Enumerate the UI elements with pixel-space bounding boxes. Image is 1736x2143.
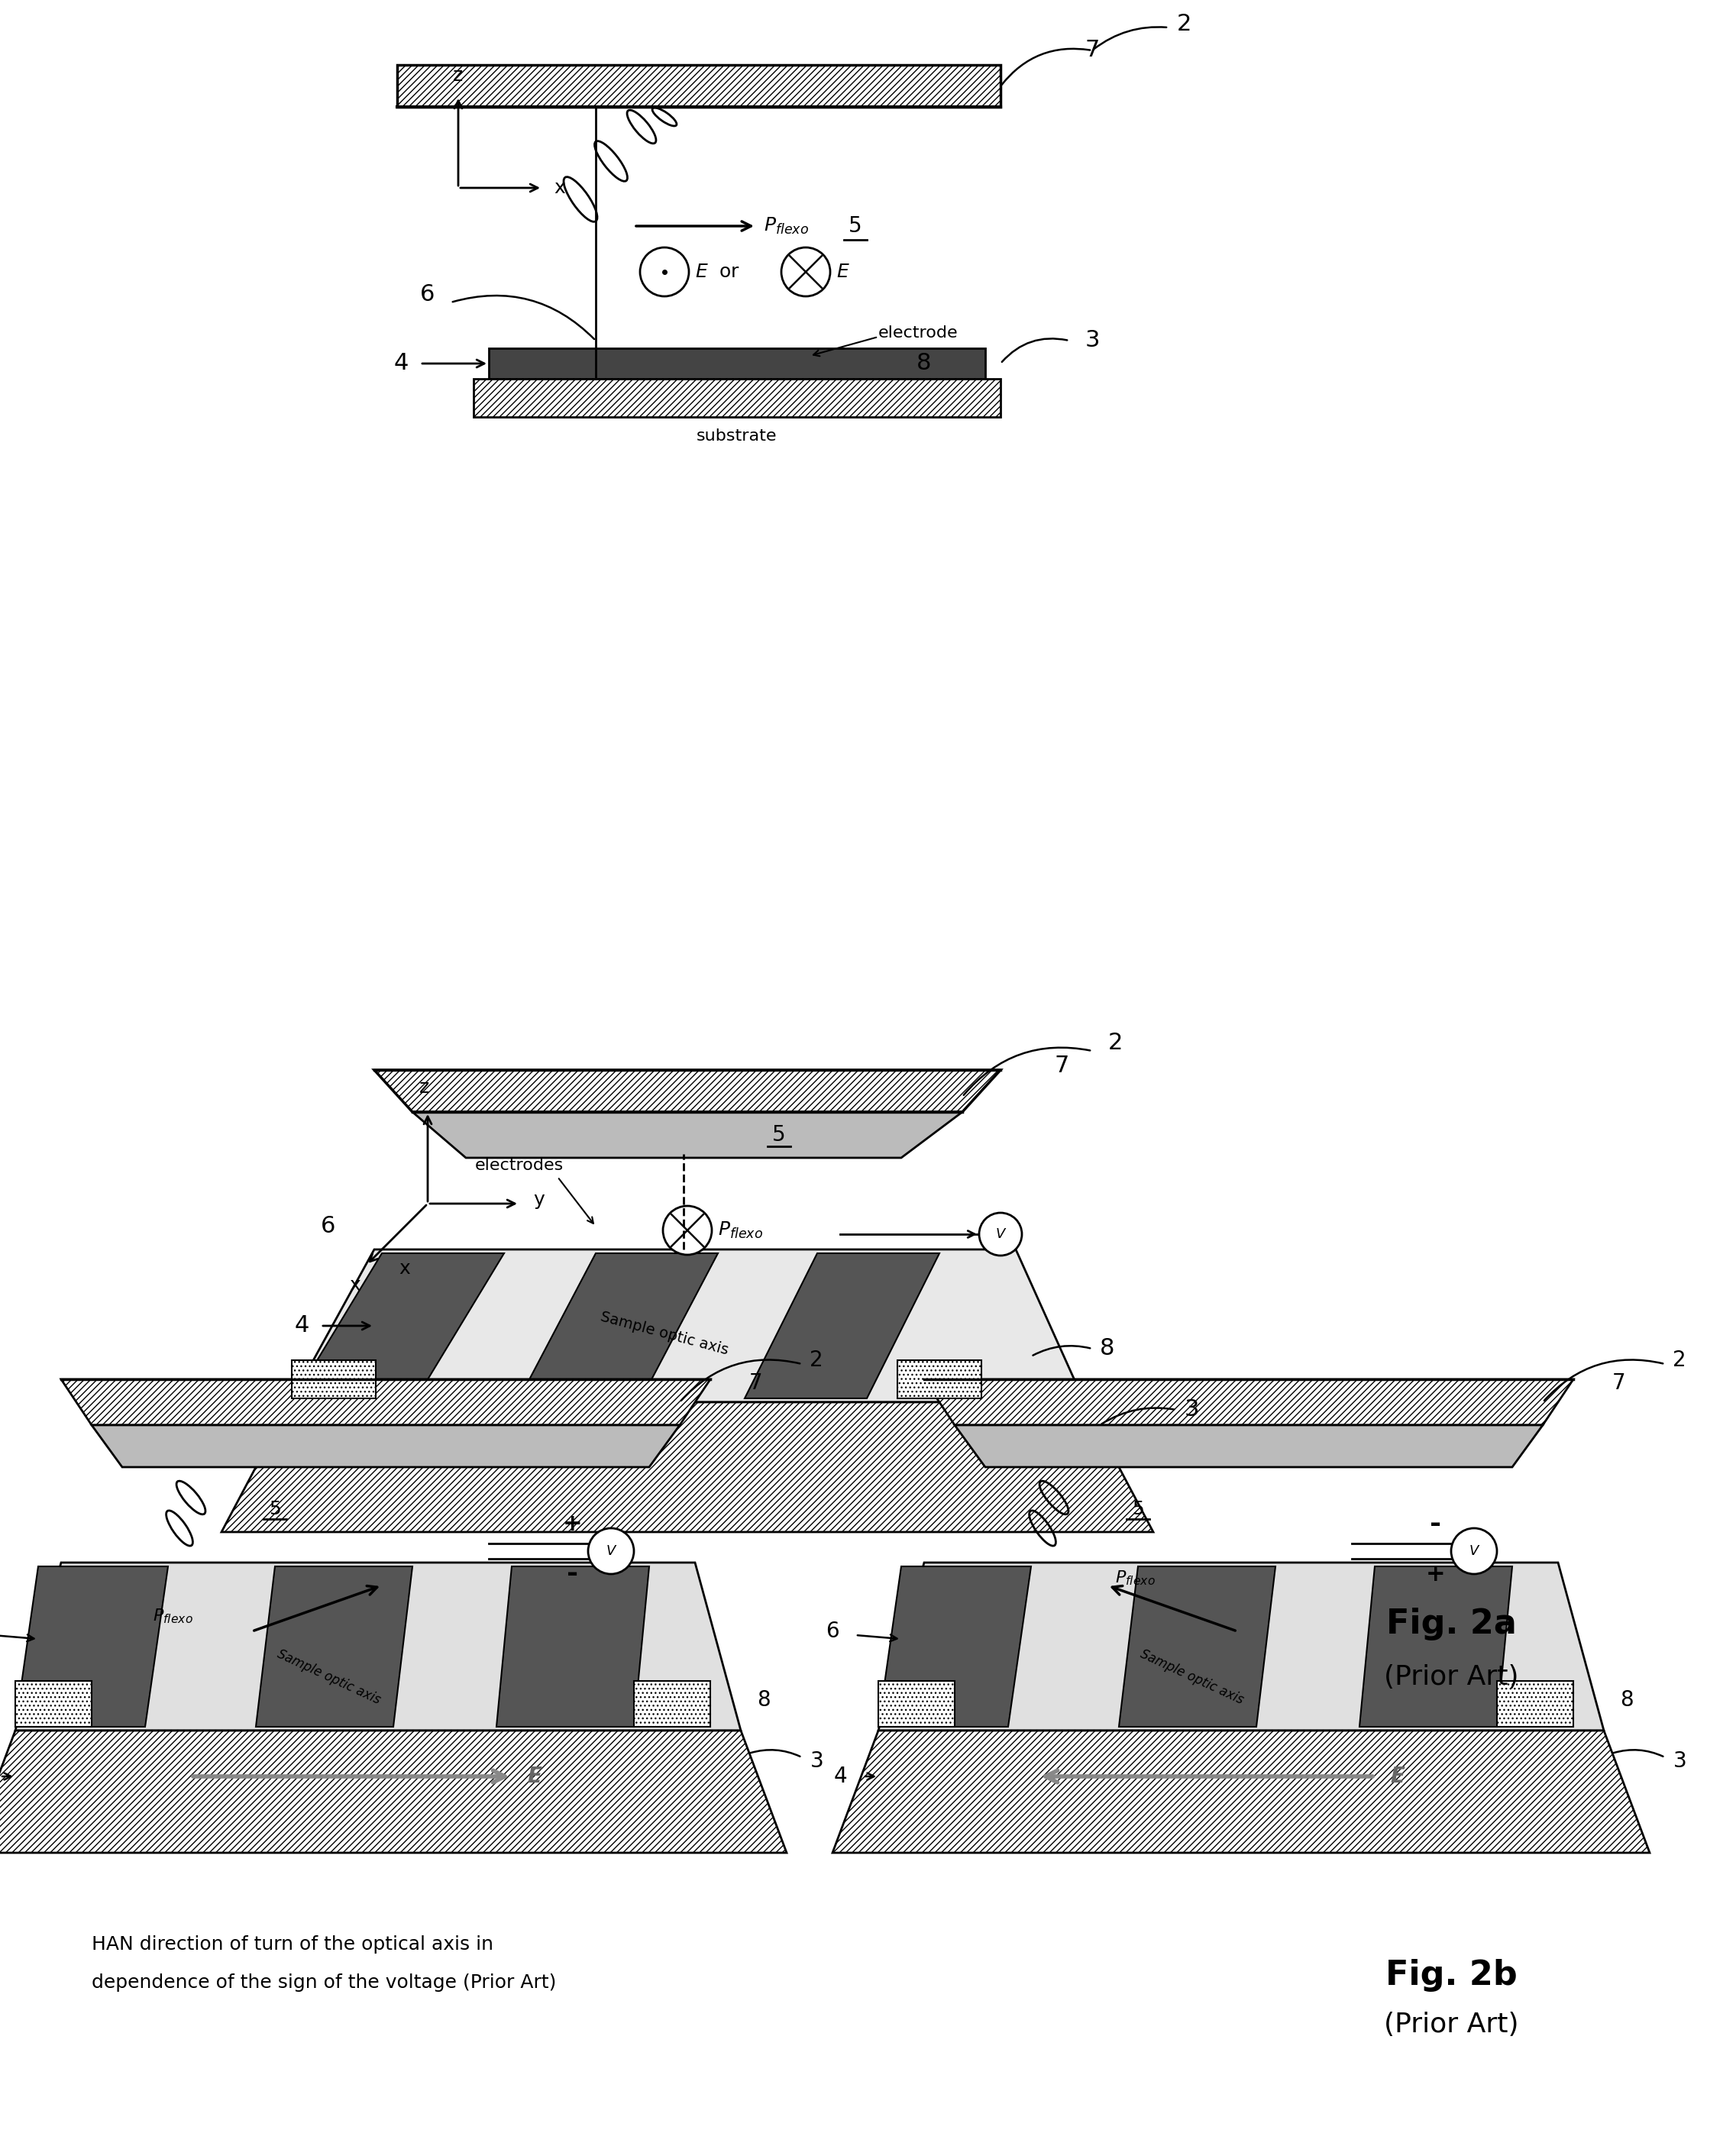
Text: x: x — [399, 1260, 410, 1277]
Text: 7: 7 — [1085, 39, 1099, 62]
Text: x: x — [554, 178, 564, 197]
Text: E: E — [1391, 1766, 1404, 1787]
Text: 7: 7 — [1613, 1372, 1627, 1393]
Text: 8: 8 — [1101, 1337, 1115, 1361]
Text: V: V — [1469, 1545, 1479, 1558]
Text: 3: 3 — [1085, 330, 1099, 351]
Polygon shape — [61, 1380, 710, 1425]
Polygon shape — [519, 1254, 719, 1399]
Polygon shape — [16, 1567, 168, 1727]
Text: +: + — [1425, 1562, 1446, 1586]
Polygon shape — [290, 1249, 1085, 1402]
Text: Fig. 2b: Fig. 2b — [1385, 1959, 1517, 1991]
Text: (Prior Art): (Prior Art) — [1384, 2012, 1519, 2038]
Circle shape — [781, 246, 830, 296]
Text: 2: 2 — [1672, 1350, 1686, 1372]
Text: -: - — [1430, 1511, 1441, 1537]
Bar — [490, 349, 986, 379]
Bar — [898, 1361, 981, 1399]
Text: E: E — [528, 1766, 542, 1787]
Text: Fig. 2a: Fig. 2a — [1385, 1607, 1516, 1639]
Text: Sample optic axis: Sample optic axis — [599, 1309, 731, 1357]
Polygon shape — [1120, 1567, 1276, 1727]
Polygon shape — [413, 1112, 962, 1157]
Text: $P_{flexo}$: $P_{flexo}$ — [1115, 1569, 1156, 1586]
Text: $P_{flexo}$: $P_{flexo}$ — [153, 1607, 193, 1624]
Polygon shape — [0, 1732, 786, 1854]
Text: 8: 8 — [757, 1689, 771, 1710]
Text: electrodes: electrodes — [476, 1157, 564, 1172]
Text: x: x — [349, 1277, 361, 1294]
Text: 6: 6 — [826, 1620, 838, 1642]
Polygon shape — [222, 1402, 1153, 1532]
Text: Sample optic axis: Sample optic axis — [1137, 1648, 1245, 1708]
Text: 2: 2 — [1108, 1033, 1123, 1054]
Text: $E$  or: $E$ or — [694, 264, 740, 281]
Polygon shape — [745, 1254, 939, 1399]
Polygon shape — [878, 1562, 1604, 1732]
Polygon shape — [924, 1380, 1573, 1425]
Polygon shape — [293, 1254, 503, 1399]
Text: 8: 8 — [917, 351, 932, 375]
Text: 4: 4 — [394, 351, 408, 375]
Text: -: - — [568, 1560, 578, 1588]
Polygon shape — [375, 1069, 1000, 1112]
Bar — [878, 1680, 955, 1727]
Text: substrate: substrate — [696, 429, 778, 444]
Text: +: + — [562, 1513, 583, 1537]
Text: 6: 6 — [321, 1215, 335, 1239]
Bar — [292, 1361, 375, 1399]
Text: 5: 5 — [1132, 1500, 1144, 1517]
Polygon shape — [1359, 1567, 1512, 1727]
Text: dependence of the sign of the voltage (Prior Art): dependence of the sign of the voltage (P… — [92, 1974, 556, 1991]
Circle shape — [641, 246, 689, 296]
Text: HAN direction of turn of the optical axis in: HAN direction of turn of the optical axi… — [92, 1935, 493, 1954]
Polygon shape — [496, 1567, 649, 1727]
Text: 6: 6 — [420, 283, 436, 306]
Text: 5: 5 — [773, 1125, 786, 1147]
Text: 5: 5 — [849, 214, 863, 236]
Text: 3: 3 — [1184, 1399, 1200, 1421]
Text: (Prior Art): (Prior Art) — [1384, 1665, 1519, 1691]
Text: $P_{flexo}$: $P_{flexo}$ — [764, 216, 809, 236]
Bar — [398, 64, 1000, 107]
Text: 8: 8 — [1620, 1689, 1634, 1710]
Circle shape — [663, 1207, 712, 1256]
Bar — [1496, 1680, 1573, 1727]
Circle shape — [589, 1528, 634, 1573]
Bar — [634, 1680, 710, 1727]
Text: 7: 7 — [750, 1372, 762, 1393]
Bar — [16, 1680, 92, 1727]
Text: z: z — [418, 1078, 429, 1097]
Polygon shape — [16, 1562, 741, 1732]
Text: 7: 7 — [1054, 1054, 1069, 1078]
Text: y: y — [533, 1192, 545, 1209]
Bar — [474, 379, 1000, 418]
Text: $P_{flexo}$: $P_{flexo}$ — [719, 1219, 764, 1241]
Text: V: V — [606, 1545, 616, 1558]
Text: 4: 4 — [833, 1766, 847, 1787]
Text: z: z — [453, 66, 464, 86]
Polygon shape — [955, 1425, 1543, 1468]
Text: Sample optic axis: Sample optic axis — [274, 1648, 382, 1708]
Text: 3: 3 — [1674, 1751, 1687, 1772]
Text: $E$: $E$ — [837, 264, 851, 281]
Text: 5: 5 — [269, 1500, 281, 1517]
Text: 2: 2 — [1177, 13, 1191, 34]
Circle shape — [979, 1213, 1023, 1256]
Text: electrode: electrode — [878, 326, 958, 341]
Polygon shape — [255, 1567, 413, 1727]
Polygon shape — [878, 1567, 1031, 1727]
Polygon shape — [92, 1425, 681, 1468]
Text: 4: 4 — [295, 1316, 309, 1337]
Text: 3: 3 — [811, 1751, 825, 1772]
Text: 2: 2 — [809, 1350, 823, 1372]
Text: V: V — [996, 1228, 1005, 1241]
Polygon shape — [833, 1732, 1649, 1854]
Circle shape — [1451, 1528, 1496, 1573]
